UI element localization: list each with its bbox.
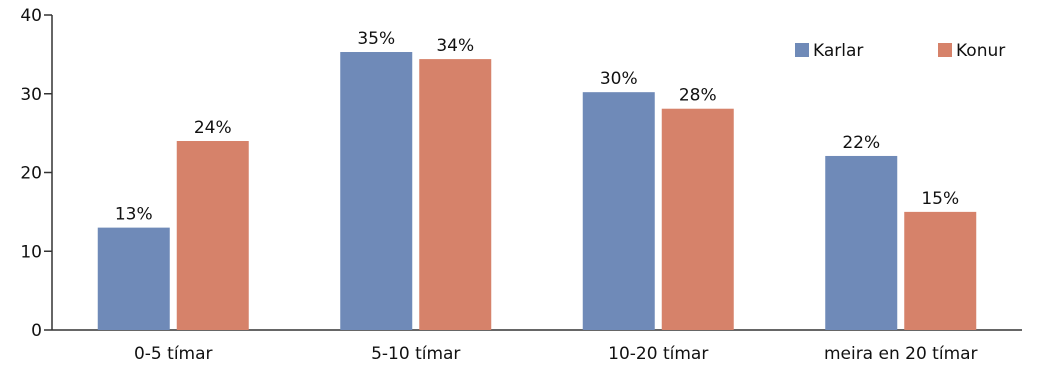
y-tick-label: 30 <box>20 85 42 105</box>
category-label: 5-10 tímar <box>371 344 460 364</box>
bar-konur-0 <box>176 141 249 330</box>
data-label: 28% <box>679 86 717 106</box>
bar-karlar-1 <box>340 52 413 330</box>
legend: Karlar Konur <box>795 41 1005 61</box>
data-label: 34% <box>436 36 474 56</box>
legend-label-karlar: Karlar <box>813 41 863 61</box>
data-label: 24% <box>194 118 232 138</box>
legend-swatch-konur <box>938 43 952 57</box>
legend-swatch-karlar <box>795 43 809 57</box>
bar-karlar-0 <box>97 227 170 330</box>
y-tick-label: 40 <box>20 6 42 26</box>
data-label: 35% <box>357 29 395 49</box>
y-tick-label: 10 <box>20 242 42 262</box>
y-tick-label: 20 <box>20 164 42 184</box>
category-label: 0-5 tímar <box>134 344 213 364</box>
bar-konur-1 <box>419 59 492 330</box>
category-label: meira en 20 tímar <box>824 344 978 364</box>
bar-konur-3 <box>904 211 977 330</box>
category-label: 10-20 tímar <box>608 344 708 364</box>
y-tick-label: 0 <box>31 321 42 341</box>
data-label: 30% <box>600 69 638 89</box>
bar-karlar-3 <box>825 155 898 330</box>
data-label: 13% <box>115 205 153 225</box>
data-label: 22% <box>842 133 880 153</box>
bar-karlar-2 <box>582 92 655 330</box>
y-axis: 0 10 20 30 40 <box>20 6 53 341</box>
bar-konur-2 <box>661 108 734 331</box>
data-label: 15% <box>921 189 959 209</box>
legend-label-konur: Konur <box>956 41 1005 61</box>
